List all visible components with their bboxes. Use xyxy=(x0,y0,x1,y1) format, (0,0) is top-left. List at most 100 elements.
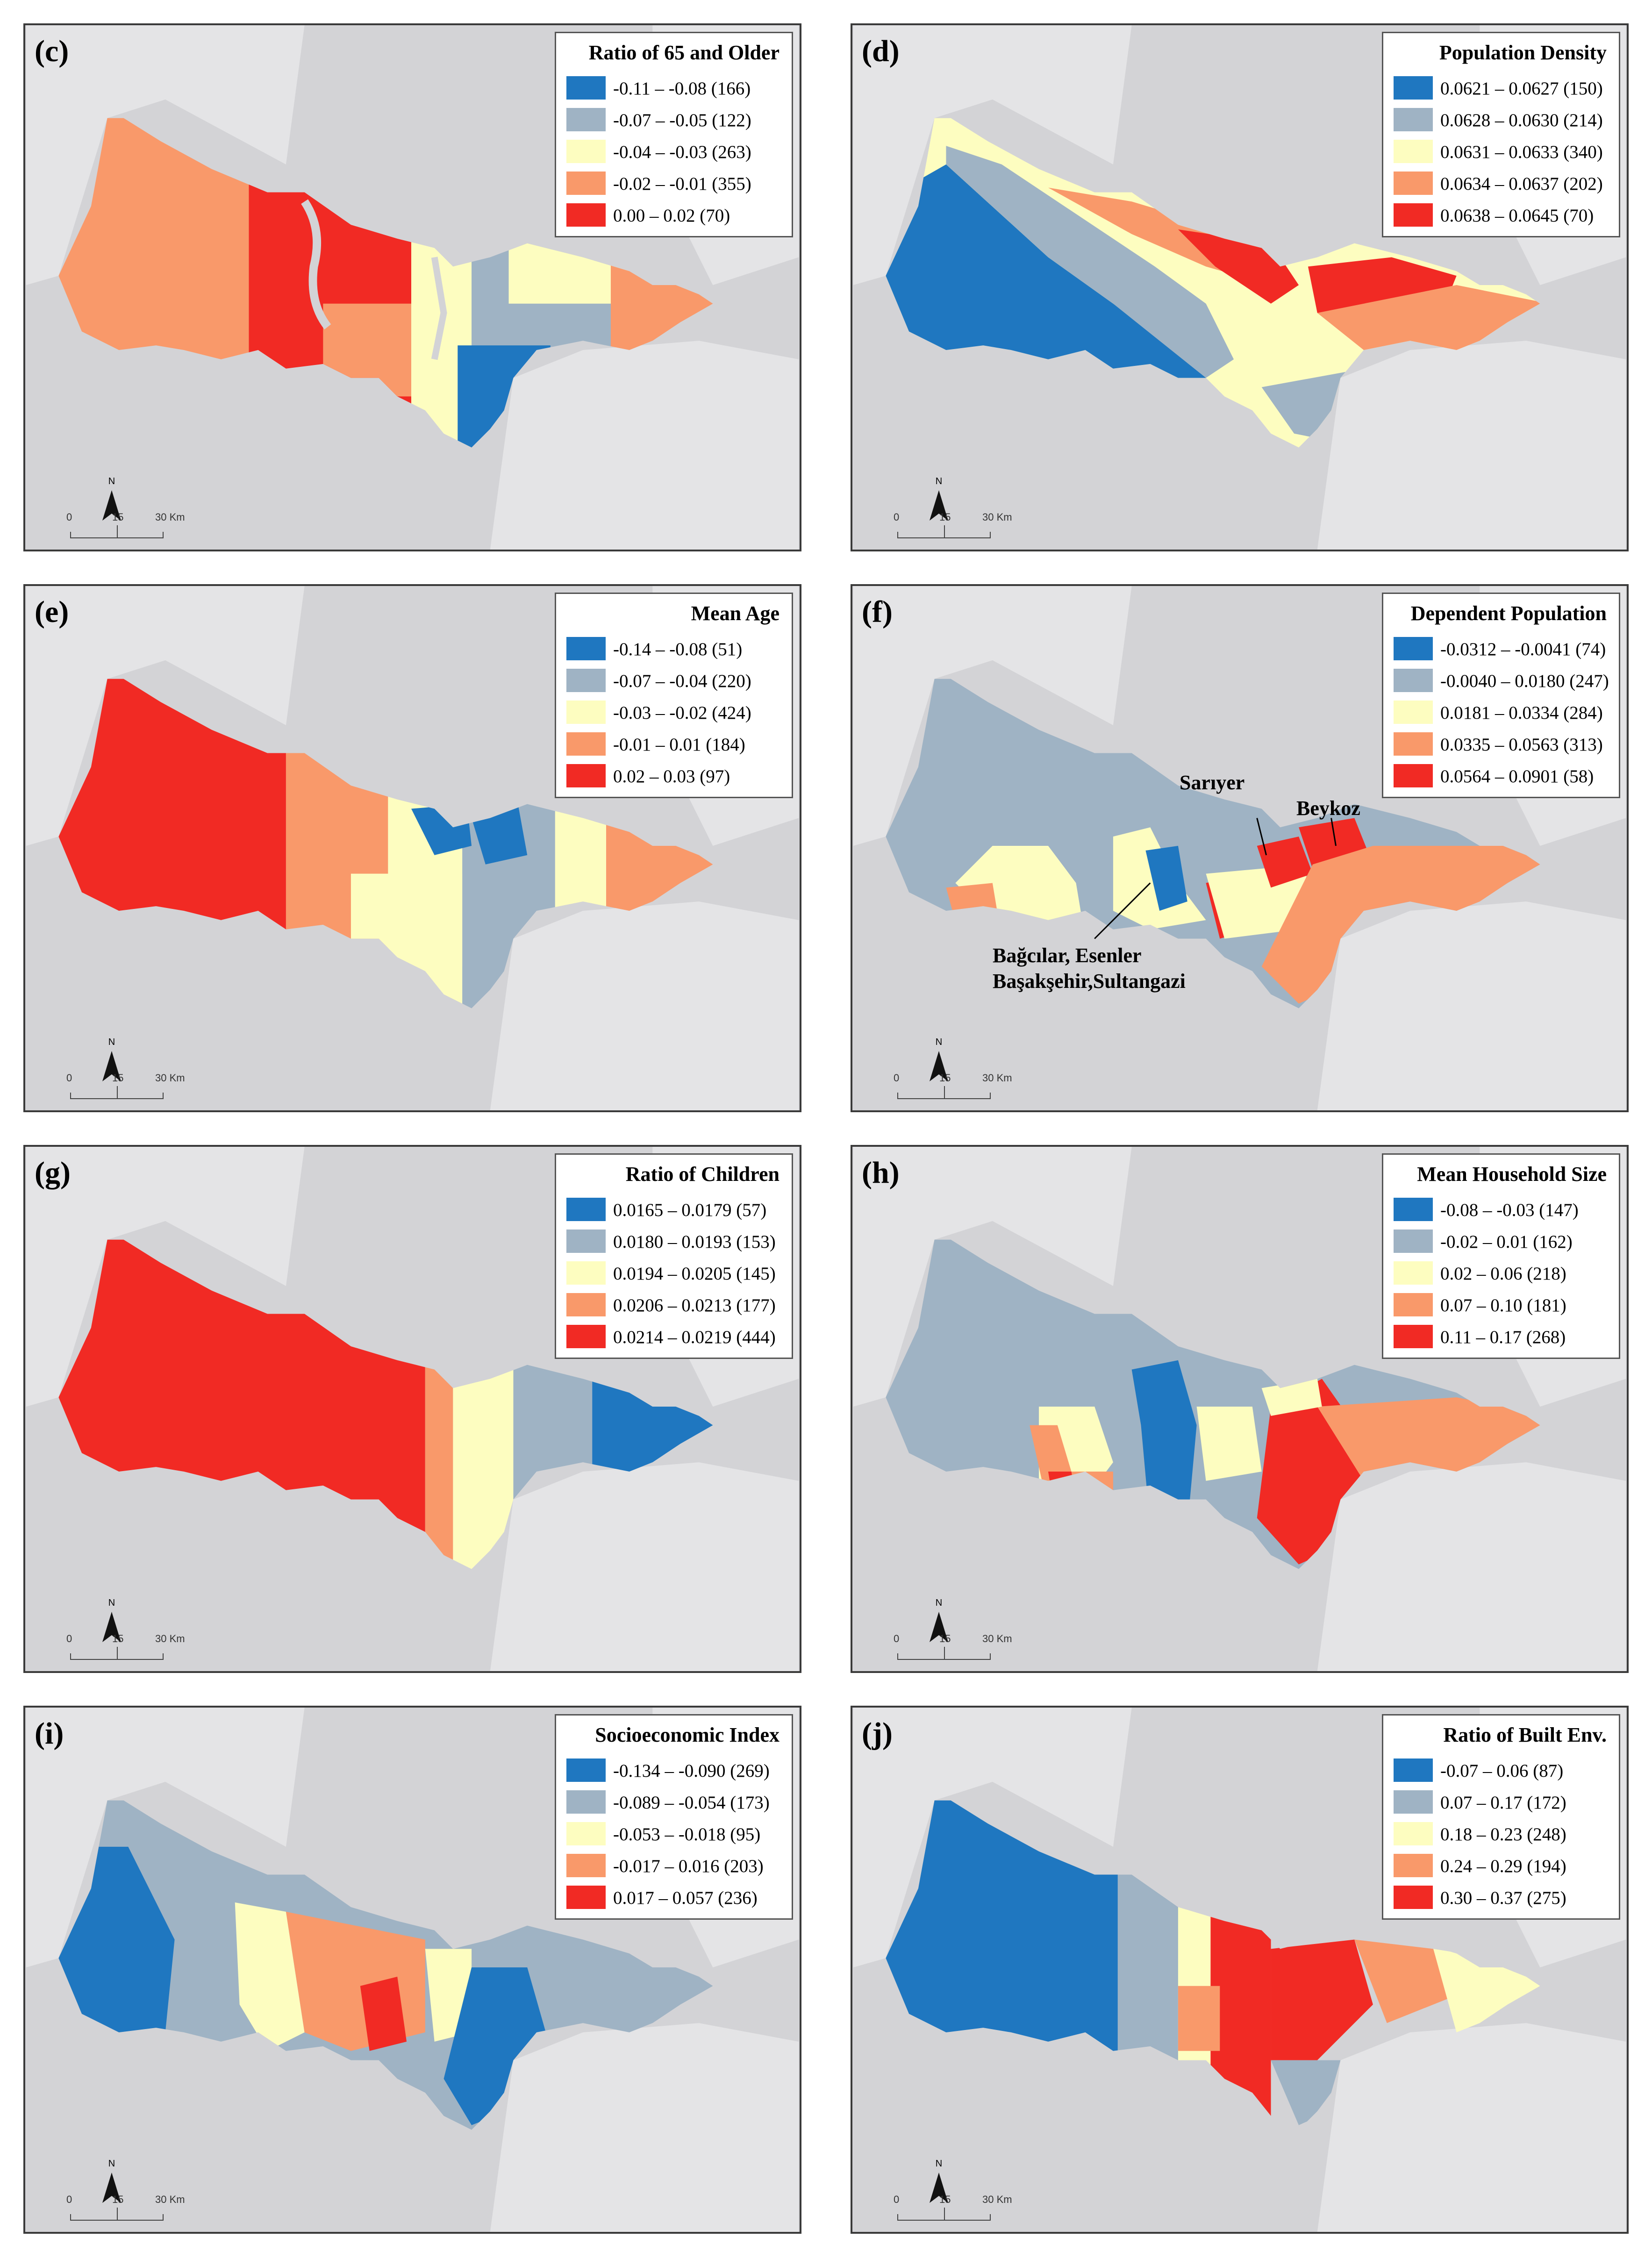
legend-title: Mean Age xyxy=(691,602,780,625)
legend-label: 0.0631 – 0.0633 (340) xyxy=(1440,142,1603,162)
scale-zero: 0 xyxy=(66,511,72,523)
legend-swatch xyxy=(566,1822,606,1845)
legend-label: -0.01 – 0.01 (184) xyxy=(613,735,745,755)
map-panel-c: (c) Ratio of 65 and Older -0.11 – -0.08 … xyxy=(23,23,801,551)
legend-title: Mean Household Size xyxy=(1417,1163,1607,1186)
legend-swatch xyxy=(566,1261,606,1285)
legend-title: Ratio of Built Env. xyxy=(1443,1723,1607,1746)
north-label: N xyxy=(936,1037,942,1047)
legend-swatch xyxy=(566,1230,606,1253)
legend-swatch xyxy=(1394,1230,1433,1253)
legend-label: 0.0180 – 0.0193 (153) xyxy=(613,1232,776,1252)
legend-swatch xyxy=(566,1198,606,1221)
scale-zero: 0 xyxy=(66,2194,72,2205)
legend-title: Ratio of Children xyxy=(625,1163,780,1186)
legend-label: 0.18 – 0.23 (248) xyxy=(1440,1824,1566,1844)
legend-swatch xyxy=(1394,1854,1433,1877)
legend-swatch xyxy=(566,1886,606,1909)
north-arrow-icon: N xyxy=(102,476,121,521)
legend-label: 0.07 – 0.10 (181) xyxy=(1440,1295,1566,1315)
scale-end: 30 Km xyxy=(155,2194,185,2205)
legend-label: 0.0206 – 0.0213 (177) xyxy=(613,1295,776,1315)
legend-swatch xyxy=(1394,732,1433,756)
legend-label: -0.07 – -0.05 (122) xyxy=(613,110,751,130)
legend-swatch xyxy=(1394,76,1433,100)
scale-end: 30 Km xyxy=(982,1633,1012,1644)
legend-label: 0.02 – 0.06 (218) xyxy=(1440,1264,1566,1284)
north-label: N xyxy=(936,2159,942,2169)
legend-swatch xyxy=(1394,203,1433,227)
legend-swatch xyxy=(1394,764,1433,787)
north-arrow-icon: N xyxy=(930,1598,948,1642)
scale-mid: 15 xyxy=(112,511,124,523)
north-label: N xyxy=(936,476,942,486)
legend: Mean Age -0.14 – -0.08 (51) -0.07 – -0.0… xyxy=(555,593,793,798)
legend-label: 0.11 – 0.17 (268) xyxy=(1440,1327,1566,1347)
panel-label: (g) xyxy=(35,1156,71,1190)
legend: Socioeconomic Index -0.134 – -0.090 (269… xyxy=(555,1714,793,1920)
legend-swatch xyxy=(1394,1790,1433,1814)
legend-swatch xyxy=(1394,1325,1433,1348)
scale-bar: 0 15 30 Km xyxy=(62,511,197,544)
scale-mid: 15 xyxy=(939,1633,951,1644)
legend-label: 0.0181 – 0.0334 (284) xyxy=(1440,703,1603,723)
legend-label: 0.24 – 0.29 (194) xyxy=(1440,1856,1566,1876)
north-arrow-icon: N xyxy=(102,1037,121,1081)
legend-label: 0.07 – 0.17 (172) xyxy=(1440,1793,1566,1813)
legend-title: Ratio of 65 and Older xyxy=(588,41,780,64)
legend-swatch xyxy=(566,203,606,227)
legend-label: -0.134 – -0.090 (269) xyxy=(613,1761,770,1781)
map-panel-f: Sarıyer Beykoz Bağcılar, Esenler Başakşe… xyxy=(851,584,1629,1112)
legend-label: 0.0335 – 0.0563 (313) xyxy=(1440,735,1603,755)
scale-bar: 0 15 30 Km xyxy=(62,1072,197,1105)
legend-label: 0.0214 – 0.0219 (444) xyxy=(613,1327,776,1347)
scale-mid: 15 xyxy=(112,1072,124,1084)
scale-zero: 0 xyxy=(894,1072,900,1084)
scale-mid: 15 xyxy=(939,2194,951,2205)
legend-label: -0.0040 – 0.0180 (247) xyxy=(1440,671,1609,691)
legend-swatch xyxy=(566,140,606,163)
legend-swatch xyxy=(566,1758,606,1782)
scale-end: 30 Km xyxy=(155,1633,185,1644)
scale-end: 30 Km xyxy=(155,1072,185,1084)
panel-label: (d) xyxy=(862,34,900,68)
scale-zero: 0 xyxy=(894,511,900,523)
north-arrow-icon: N xyxy=(930,1037,948,1081)
north-arrow-icon: N xyxy=(102,2159,121,2203)
legend-label: -0.07 – -0.04 (220) xyxy=(613,671,751,691)
legend-label: -0.02 – 0.01 (162) xyxy=(1440,1232,1573,1252)
legend-label: 0.0564 – 0.0901 (58) xyxy=(1440,766,1594,786)
legend: Ratio of 65 and Older -0.11 – -0.08 (166… xyxy=(555,32,793,237)
legend-swatch xyxy=(566,669,606,692)
legend-swatch xyxy=(1394,140,1433,163)
scale-bar: 0 15 30 Km xyxy=(889,1633,1024,1666)
legend-swatch xyxy=(1394,1293,1433,1316)
north-label: N xyxy=(108,2159,115,2169)
legend-label: 0.0628 – 0.0630 (214) xyxy=(1440,110,1603,130)
legend: Mean Household Size -0.08 – -0.03 (147) … xyxy=(1382,1153,1620,1359)
north-label: N xyxy=(936,1598,942,1608)
annotation-sariyer: Sarıyer xyxy=(1180,771,1245,794)
panel-label: (i) xyxy=(35,1716,64,1751)
scale-zero: 0 xyxy=(66,1072,72,1084)
legend-label: -0.04 – -0.03 (263) xyxy=(613,142,751,162)
legend-swatch xyxy=(1394,172,1433,195)
panel-label: (c) xyxy=(35,34,69,68)
legend-swatch xyxy=(1394,1261,1433,1285)
map-panel-h: (h) Mean Household Size -0.08 – -0.03 (1… xyxy=(851,1145,1629,1673)
legend-swatch xyxy=(566,637,606,660)
legend-label: 0.02 – 0.03 (97) xyxy=(613,766,730,786)
legend-swatch xyxy=(1394,1822,1433,1845)
north-label: N xyxy=(108,1037,115,1047)
legend-label: -0.08 – -0.03 (147) xyxy=(1440,1200,1579,1220)
legend-swatch xyxy=(1394,1758,1433,1782)
north-arrow-icon: N xyxy=(102,1598,121,1642)
legend-label: -0.053 – -0.018 (95) xyxy=(613,1824,761,1844)
scale-end: 30 Km xyxy=(982,2194,1012,2205)
legend-swatch xyxy=(1394,701,1433,724)
legend-swatch xyxy=(1394,1198,1433,1221)
legend-label: -0.14 – -0.08 (51) xyxy=(613,639,743,659)
scale-zero: 0 xyxy=(894,1633,900,1644)
scale-mid: 15 xyxy=(112,2194,124,2205)
legend: Ratio of Built Env. -0.07 – 0.06 (87) 0.… xyxy=(1382,1714,1620,1920)
